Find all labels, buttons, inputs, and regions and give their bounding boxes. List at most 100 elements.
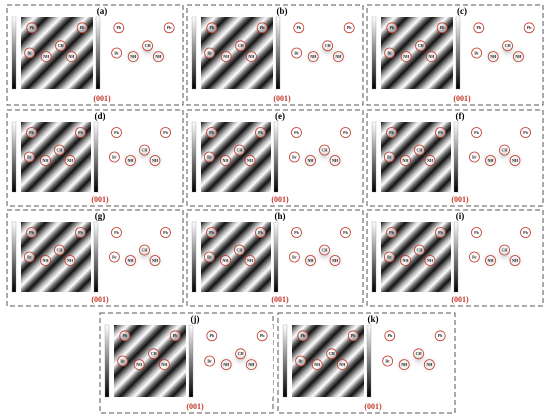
panel: Pb Pb Br CH NH NH Pb Pb Br CH NH NH (f) (001)	[366, 109, 544, 207]
colorbar	[11, 221, 17, 293]
atom-label: CH	[238, 43, 245, 48]
atom-marker	[383, 251, 395, 263]
atom-marker	[149, 255, 161, 266]
atom-label: Pb	[114, 230, 119, 235]
atom-label: CH	[325, 43, 332, 48]
atom-marker	[111, 127, 122, 138]
atom-marker	[160, 127, 171, 138]
atom-marker	[149, 155, 161, 166]
colorbar	[282, 324, 288, 398]
atom-label: NH	[152, 158, 159, 163]
atom-label: NH	[339, 362, 346, 367]
atom-label: NH	[332, 258, 339, 263]
atom-label: Pb	[80, 25, 85, 30]
panel: Pb Pb Br CH NH NH Pb Pb Br CH NH NH (k) (001)	[277, 312, 456, 414]
panel: Pb Pb Br CH NH NH Pb Pb Br CH NH NH (e) (001)	[186, 109, 364, 207]
atom-marker	[424, 255, 436, 266]
atom-marker	[326, 348, 338, 360]
atom-label: Pb	[438, 130, 443, 135]
atom-label: Pb	[294, 130, 299, 135]
atom-label: CH	[57, 147, 64, 152]
atom-marker	[64, 155, 76, 166]
atom-label: NH	[247, 258, 254, 263]
atom-marker	[76, 22, 88, 34]
atom-marker	[340, 227, 351, 238]
atom-label: NH	[310, 54, 317, 59]
atom-marker	[295, 355, 307, 367]
colorbar	[273, 221, 279, 293]
atom-label: Pb	[476, 25, 481, 30]
panel-border	[366, 209, 544, 307]
panel-label: (f)	[456, 111, 465, 121]
atom-label: NH	[488, 258, 495, 263]
atom-label: Pb	[209, 25, 214, 30]
atom-label: NH	[248, 54, 255, 59]
atom-marker	[54, 144, 65, 156]
atom-label: NH	[401, 362, 408, 367]
atom-label: Br	[387, 154, 392, 159]
atom-label: CH	[238, 351, 245, 356]
plane-label: (001)	[273, 94, 291, 103]
atom-marker	[235, 40, 247, 52]
atom-marker	[414, 144, 425, 156]
atom-label: Pb	[389, 230, 394, 235]
panel-border	[186, 4, 364, 106]
atom-marker	[485, 255, 496, 266]
atom-marker	[234, 144, 245, 156]
atom-label: Br	[472, 154, 477, 159]
atom-label: Pb	[389, 130, 394, 135]
atom-label: Pb	[438, 333, 443, 338]
atom-marker	[340, 127, 351, 138]
atom-label: Pb	[209, 130, 214, 135]
atom-marker	[75, 127, 86, 138]
atom-marker	[471, 227, 482, 238]
atom-marker	[169, 330, 181, 342]
atom-marker	[383, 151, 395, 163]
atom-label: Br	[387, 50, 392, 55]
atom-label: Br	[27, 50, 32, 55]
atom-marker	[256, 330, 268, 342]
atom-label: Br	[207, 154, 212, 159]
atom-label: Pb	[523, 130, 528, 135]
atom-label: CH	[416, 351, 423, 356]
atom-label: NH	[136, 362, 143, 367]
atom-marker	[398, 359, 410, 371]
colorbar	[275, 16, 281, 90]
atom-marker	[220, 155, 231, 166]
plane-label: (001)	[271, 195, 289, 204]
atom-marker	[163, 22, 175, 34]
atom-label: CH	[57, 247, 64, 252]
atom-label: NH	[403, 158, 410, 163]
atom-label: Br	[294, 50, 299, 55]
atom-label: NH	[426, 362, 433, 367]
atom-label: Pb	[29, 130, 34, 135]
atom-label: NH	[308, 158, 315, 163]
colorbar	[273, 121, 279, 193]
atom-marker	[468, 251, 480, 263]
atom-marker	[66, 51, 77, 62]
atom-marker	[160, 227, 171, 238]
atom-marker	[347, 330, 359, 342]
atom-marker	[400, 155, 411, 166]
atom-marker	[386, 227, 397, 238]
atom-marker	[502, 40, 514, 52]
atom-label: CH	[418, 43, 425, 48]
panel-label: (e)	[275, 111, 285, 121]
atom-label: NH	[488, 158, 495, 163]
atom-label: Pb	[163, 230, 168, 235]
atom-marker	[234, 244, 245, 256]
colorbar	[366, 324, 372, 398]
atom-label: CH	[58, 43, 65, 48]
atom-label: Br	[298, 358, 303, 363]
panel-border	[186, 209, 364, 307]
atom-marker	[206, 330, 218, 342]
atom-label: NH	[43, 158, 50, 163]
atom-label: Br	[472, 254, 477, 259]
atom-label: CH	[237, 147, 244, 152]
atom-label: Pb	[440, 25, 445, 30]
plane-label: (001)	[93, 94, 111, 103]
atom-label: NH	[308, 258, 315, 263]
panel-label: (j)	[191, 314, 200, 324]
atom-marker	[133, 359, 145, 371]
plane-label: (001)	[451, 195, 469, 204]
